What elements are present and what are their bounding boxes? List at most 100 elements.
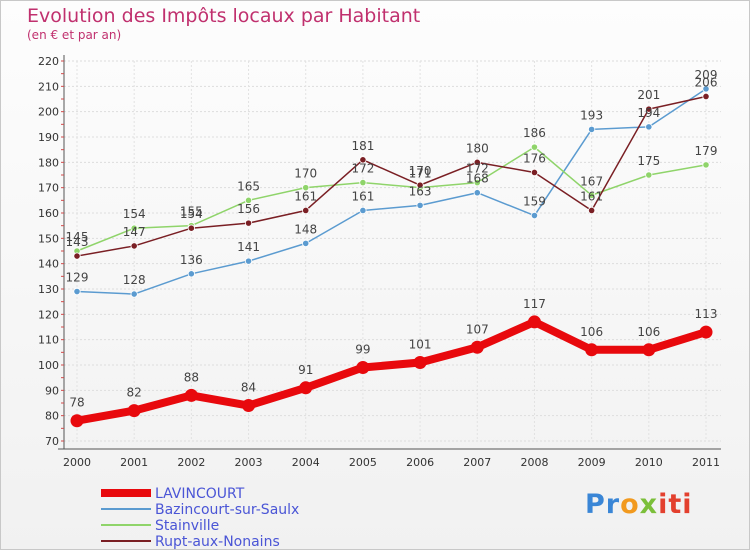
logo-part-2: o: [620, 489, 640, 520]
y-tick-label: 80: [45, 410, 59, 423]
data-label: 175: [637, 154, 660, 168]
x-tick-label: 2003: [235, 456, 263, 469]
data-label: 82: [127, 386, 142, 400]
data-point: [530, 143, 539, 151]
y-tick-label: 70: [45, 435, 59, 448]
data-point: [244, 219, 253, 227]
data-label: 168: [466, 172, 489, 186]
legend-label: Rupt-aux-Nonains: [155, 534, 280, 549]
series-layer: [70, 85, 713, 428]
data-label: 84: [241, 381, 256, 395]
y-tick-label: 210: [38, 80, 59, 93]
data-point: [585, 343, 599, 357]
data-point: [699, 325, 713, 339]
y-tick-label: 120: [38, 308, 59, 321]
x-tick-label: 2005: [349, 456, 377, 469]
data-label: 113: [695, 307, 718, 321]
data-point: [473, 189, 481, 197]
data-point: [702, 161, 710, 169]
legend: LAVINCOURTBazincourt-sur-SaulxStainville…: [101, 486, 299, 549]
data-point: [642, 343, 656, 357]
data-point: [356, 361, 370, 375]
data-label: 154: [123, 207, 146, 221]
data-point: [645, 171, 653, 179]
data-point: [702, 85, 710, 93]
y-tick-label: 190: [38, 131, 59, 144]
series-line: [76, 88, 707, 295]
y-tick-label: 200: [38, 106, 59, 119]
data-label: 171: [409, 167, 432, 181]
data-label: 172: [351, 162, 374, 176]
data-label: 88: [184, 370, 199, 384]
x-tick-label: 2010: [635, 456, 663, 469]
x-tick-label: 2009: [578, 456, 606, 469]
data-label: 161: [294, 189, 317, 203]
legend-label: Stainville: [155, 518, 219, 534]
data-label: 143: [66, 235, 89, 249]
data-label: 170: [294, 167, 317, 181]
data-point: [130, 224, 138, 232]
x-tick-label: 2006: [406, 456, 434, 469]
data-point: [359, 206, 367, 215]
data-label: 145: [66, 230, 89, 244]
data-point: [702, 92, 710, 101]
data-label: 129: [66, 271, 89, 285]
x-tick-label: 2000: [63, 456, 91, 469]
y-tick-label: 140: [38, 258, 59, 271]
data-point: [645, 123, 653, 131]
data-label: 170: [409, 164, 432, 178]
data-point: [473, 179, 481, 187]
data-point: [244, 257, 253, 265]
data-label: 154: [180, 207, 203, 221]
data-point: [73, 287, 81, 296]
data-label: 159: [523, 195, 546, 209]
data-point: [645, 105, 653, 113]
logo-part-3: x: [639, 489, 659, 520]
data-label: 186: [523, 126, 546, 140]
grid-lines: [64, 60, 721, 442]
series-line: [76, 146, 707, 252]
proxiti-logo: Proxiti: [585, 489, 693, 520]
data-point: [302, 239, 310, 247]
logo-part-1: Pr: [585, 489, 621, 520]
y-tick-label: 170: [38, 182, 59, 195]
data-label: 147: [123, 225, 146, 239]
y-tick-label: 130: [38, 283, 59, 296]
data-label: 167: [580, 174, 603, 188]
data-point: [588, 125, 596, 133]
data-label: 106: [580, 325, 603, 339]
data-label: 180: [466, 141, 489, 155]
data-point: [588, 191, 596, 199]
data-label: 78: [69, 396, 84, 410]
data-point: [359, 156, 367, 164]
data-point: [127, 404, 141, 418]
data-point: [473, 158, 481, 166]
data-label: 161: [580, 189, 603, 203]
data-label: 181: [351, 139, 374, 153]
data-point: [130, 290, 138, 298]
legend-label: Bazincourt-sur-Saulx: [155, 502, 299, 518]
data-label: 163: [409, 184, 432, 198]
data-label: 156: [237, 202, 260, 216]
data-point: [130, 242, 138, 250]
x-tick-label: 2007: [463, 456, 491, 469]
data-point: [588, 206, 596, 215]
chart-title: Evolution des Impôts locaux par Habitant: [27, 5, 421, 27]
data-point: [470, 340, 484, 354]
data-label: 128: [123, 273, 146, 287]
data-label: 161: [351, 189, 374, 203]
data-point: [527, 315, 541, 329]
data-label: 179: [695, 144, 718, 158]
data-point: [413, 355, 427, 369]
data-point: [244, 196, 253, 204]
y-tick-label: 150: [38, 232, 59, 245]
series-line: [76, 95, 707, 257]
data-label: 148: [294, 222, 317, 236]
series-line: [73, 317, 710, 425]
data-label: 141: [237, 240, 260, 254]
logo-part-4: iti: [658, 489, 693, 520]
data-point: [187, 224, 195, 232]
